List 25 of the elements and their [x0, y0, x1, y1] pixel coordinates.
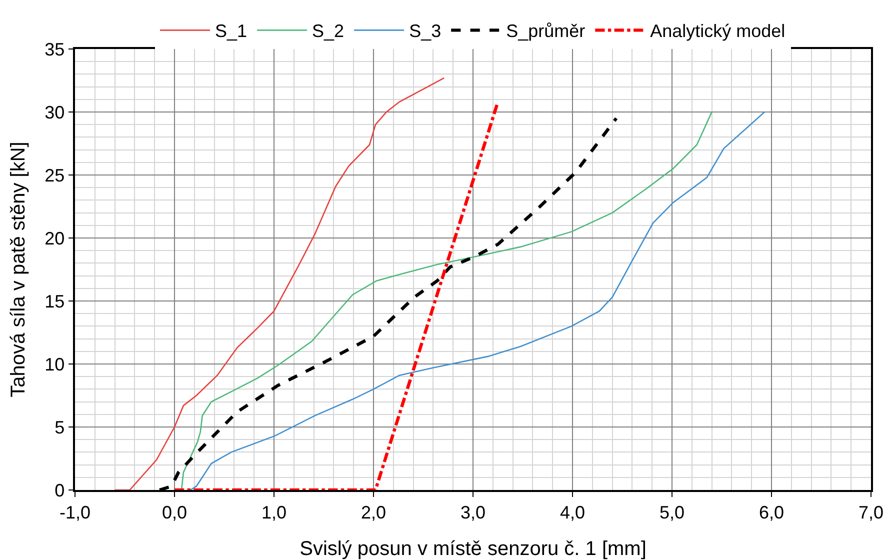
y-tick-label: 0	[54, 480, 65, 500]
x-tick-label: 6,0	[758, 502, 784, 522]
y-tick-label: 10	[44, 354, 65, 374]
legend-label: S_1	[215, 21, 248, 42]
y-tick-label: 20	[44, 228, 65, 248]
legend-label: S_3	[409, 21, 442, 42]
y-tick-label: 25	[44, 165, 65, 186]
x-tick-label: 7,0	[858, 502, 884, 522]
line-series	[114, 77, 445, 490]
legend-label: S_2	[312, 21, 344, 42]
x-tick-label: 5,0	[659, 502, 685, 522]
y-tick-label: 15	[44, 291, 65, 312]
y-tick-label: 30	[44, 102, 65, 122]
legend-label: S_průměr	[506, 21, 586, 42]
y-axis-title: Tahová síla v patě stěny [kN]	[8, 142, 30, 398]
x-tick-label: 0,0	[162, 502, 188, 522]
legend-label: Analytický model	[650, 21, 786, 42]
x-tick-label: 4,0	[560, 502, 586, 522]
y-tick-label: 5	[54, 417, 65, 438]
x-tick-label: 1,0	[261, 502, 287, 522]
y-tick-label: 35	[44, 39, 65, 60]
x-tick-label: 2,0	[360, 502, 386, 522]
x-axis-title: Svislý posun v místě senzoru č. 1 [mm]	[300, 538, 646, 560]
x-tick-label: -1,0	[59, 502, 91, 522]
x-tick-label: 3,0	[460, 502, 486, 522]
